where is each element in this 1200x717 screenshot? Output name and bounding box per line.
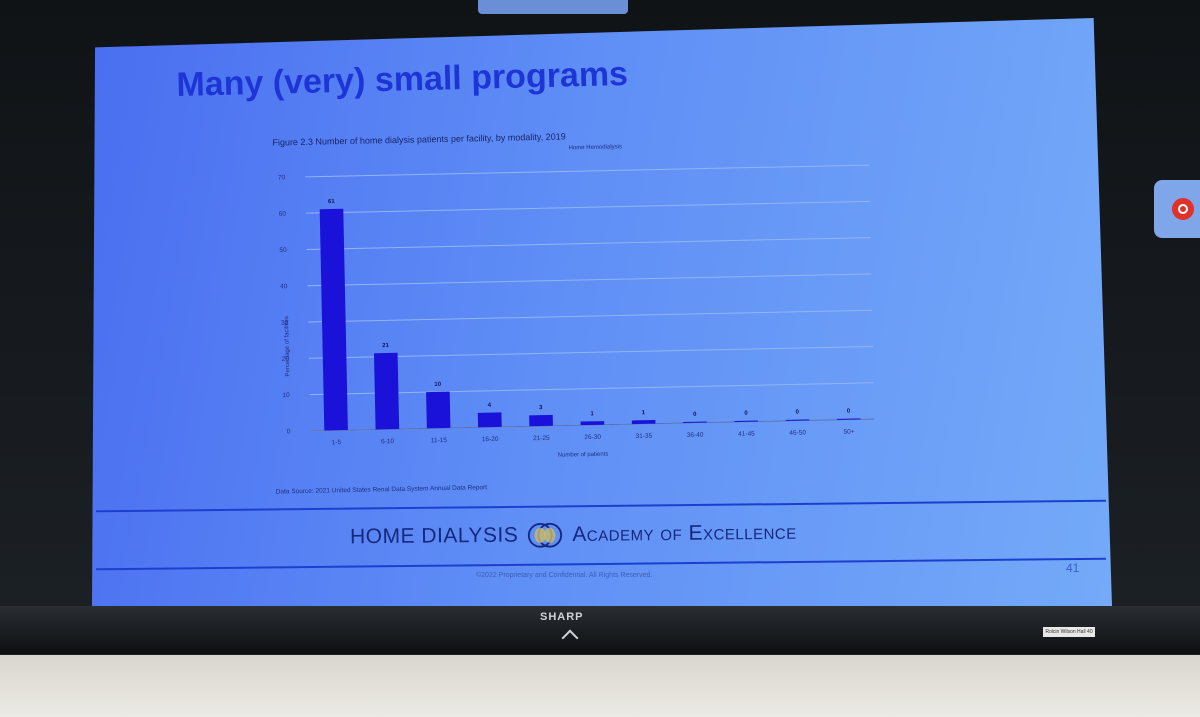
footer-brand-home-dialysis: HOME DIALYSIS bbox=[349, 523, 519, 549]
top-window-tab bbox=[478, 0, 628, 14]
chart-x-axis-label: Number of patients bbox=[558, 452, 609, 459]
tv-brand-logo: SHARP bbox=[540, 611, 584, 623]
slide-page-number: 41 bbox=[1066, 561, 1080, 575]
bar bbox=[477, 412, 502, 428]
y-tick-label: 0 bbox=[287, 428, 291, 435]
bar-value-label: 1 bbox=[642, 410, 646, 416]
bar bbox=[426, 391, 451, 429]
x-tick-label: 36-40 bbox=[687, 432, 704, 439]
x-tick-label: 26-30 bbox=[584, 434, 601, 441]
chart-title: Figure 2.3 Number of home dialysis patie… bbox=[272, 131, 565, 147]
x-tick-label: 1-5 bbox=[332, 439, 342, 446]
wall bbox=[0, 655, 1200, 717]
bar bbox=[836, 418, 861, 420]
bar bbox=[529, 414, 553, 427]
record-icon bbox=[1172, 198, 1194, 220]
chart-y-axis-label: Percentage of facilities bbox=[284, 316, 291, 376]
bar bbox=[319, 208, 348, 431]
bar-value-label: 4 bbox=[488, 403, 492, 409]
x-tick-label: 21-25 bbox=[533, 435, 550, 442]
footer-divider-bottom bbox=[96, 557, 1106, 571]
footer-divider-top bbox=[96, 499, 1106, 513]
y-tick-label: 40 bbox=[280, 283, 288, 290]
y-tick-label: 20 bbox=[282, 356, 290, 363]
grid-line bbox=[307, 273, 872, 287]
footer-brand: HOME DIALYSIS Academy of Excellence bbox=[350, 514, 797, 557]
bar-value-label: 3 bbox=[539, 405, 543, 411]
y-tick-label: 60 bbox=[279, 211, 287, 218]
x-tick-label: 11-15 bbox=[431, 437, 448, 444]
bar-value-label: 0 bbox=[847, 409, 851, 415]
slide-title: Many (very) small programs bbox=[176, 54, 629, 104]
bar bbox=[580, 421, 605, 426]
grid-line bbox=[306, 237, 871, 250]
record-button[interactable] bbox=[1154, 180, 1200, 238]
x-tick-label: 50+ bbox=[843, 428, 854, 435]
y-tick-label: 10 bbox=[282, 392, 290, 399]
bar bbox=[631, 419, 656, 425]
tv-bezel bbox=[0, 606, 1200, 654]
bar-value-label: 10 bbox=[434, 382, 441, 388]
room-tag: Rolcin Wilson Hall 40 bbox=[1043, 627, 1095, 637]
chart-svg: Figure 2.3 Number of home dialysis patie… bbox=[272, 131, 875, 496]
x-tick-label: 6-10 bbox=[381, 438, 395, 445]
grid-line bbox=[308, 309, 873, 323]
grid-line bbox=[309, 382, 874, 396]
x-tick-label: 41-45 bbox=[738, 431, 755, 438]
footer-brand-academy: Academy of Excellence bbox=[572, 520, 797, 547]
kidney-logo-icon bbox=[528, 522, 563, 548]
chart-source-note: Data Source: 2021 United States Renal Da… bbox=[276, 484, 488, 495]
bar-chart: Figure 2.3 Number of home dialysis patie… bbox=[252, 105, 1060, 502]
copyright-notice: ©2022 Proprietary and Confidential. All … bbox=[476, 572, 653, 579]
grid-line bbox=[308, 345, 873, 359]
bar bbox=[373, 352, 400, 430]
y-tick-label: 30 bbox=[281, 319, 289, 326]
x-tick-label: 46-50 bbox=[789, 429, 806, 436]
bar bbox=[683, 421, 707, 424]
grid-line bbox=[305, 164, 870, 178]
bar-value-label: 61 bbox=[328, 199, 335, 205]
bar bbox=[785, 419, 810, 421]
bar-value-label: 0 bbox=[744, 411, 748, 417]
bar-value-label: 1 bbox=[590, 411, 594, 417]
grid-line bbox=[305, 200, 870, 214]
bar-value-label: 0 bbox=[796, 410, 800, 416]
chart-subtitle: Home Hemodialysis bbox=[569, 144, 622, 151]
presentation-slide: Many (very) small programs Figure 2.3 Nu… bbox=[92, 18, 1112, 606]
bar bbox=[734, 420, 758, 422]
y-tick-label: 50 bbox=[279, 247, 287, 254]
bar-value-label: 21 bbox=[382, 343, 389, 349]
x-tick-label: 31-35 bbox=[636, 433, 653, 440]
y-tick-label: 70 bbox=[278, 174, 286, 181]
bar-value-label: 0 bbox=[693, 412, 697, 418]
x-tick-label: 16-20 bbox=[482, 436, 499, 443]
